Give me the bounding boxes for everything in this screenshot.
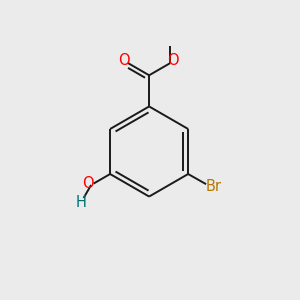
Text: Br: Br [205, 178, 221, 194]
Text: H: H [76, 195, 87, 210]
Text: O: O [118, 53, 130, 68]
Text: O: O [82, 176, 94, 191]
Text: O: O [167, 53, 179, 68]
